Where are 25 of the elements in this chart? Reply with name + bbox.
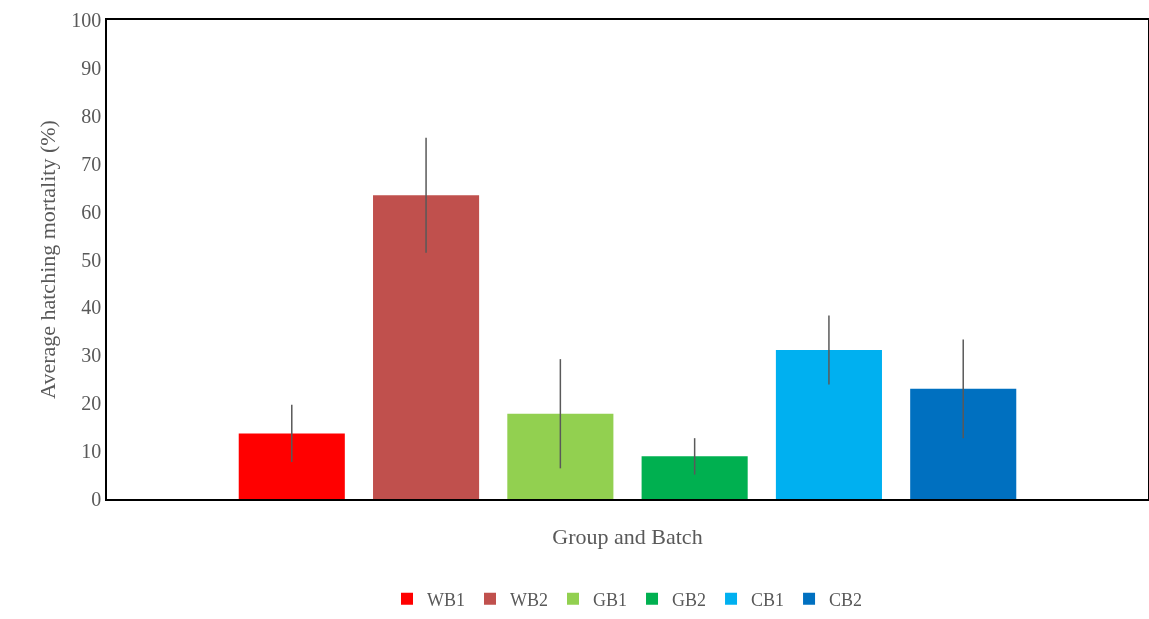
bar bbox=[507, 413, 614, 499]
y-tick-label: 50 bbox=[81, 248, 102, 271]
y-tick-label: 80 bbox=[81, 104, 102, 127]
y-tick-label: 60 bbox=[81, 200, 102, 223]
legend-label: GB2 bbox=[672, 589, 707, 610]
bar bbox=[373, 195, 480, 499]
bar bbox=[641, 456, 748, 499]
legend-label: CB1 bbox=[751, 589, 785, 610]
bar bbox=[910, 388, 1017, 499]
legend-label: WB2 bbox=[510, 589, 548, 610]
y-tick-label: 90 bbox=[81, 56, 102, 79]
x-axis-title: Group and Batch bbox=[552, 524, 703, 550]
y-tick-label: 30 bbox=[81, 344, 102, 367]
legend-label: WB1 bbox=[427, 589, 465, 610]
y-axis-title: Average hatching mortality (%) bbox=[34, 120, 60, 399]
bar bbox=[238, 433, 345, 499]
y-tick-label: 100 bbox=[71, 9, 102, 31]
legend-label: CB2 bbox=[829, 589, 863, 610]
legend-label: GB1 bbox=[593, 589, 628, 610]
y-tick-label: 70 bbox=[81, 152, 102, 175]
y-tick-label: 20 bbox=[81, 392, 102, 415]
y-tick-label: 0 bbox=[91, 488, 102, 510]
y-tick-label: 10 bbox=[81, 440, 102, 463]
bar bbox=[775, 350, 882, 499]
y-tick-label: 40 bbox=[81, 296, 102, 319]
